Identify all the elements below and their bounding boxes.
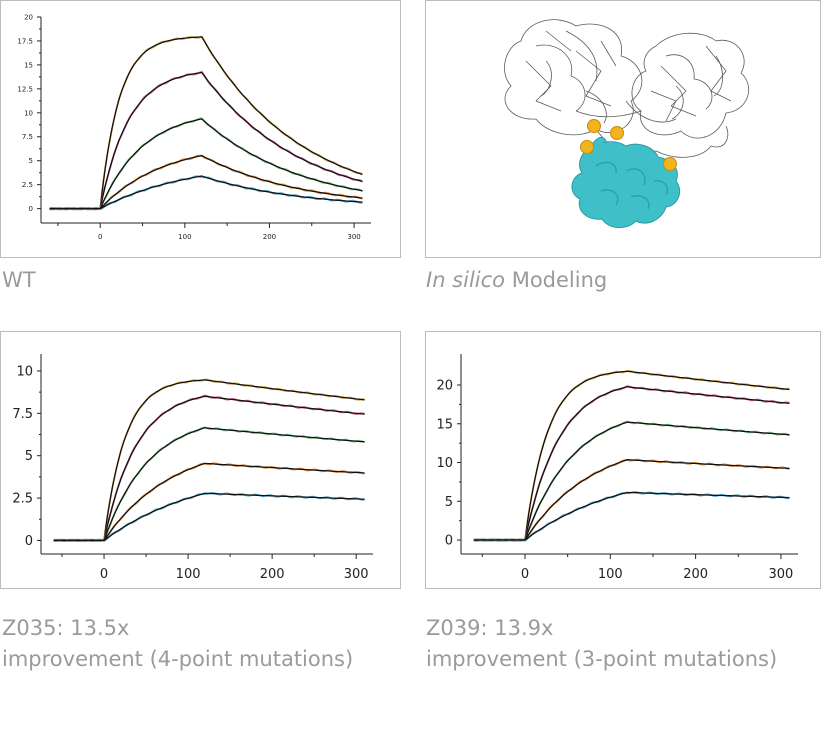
x-tick-label: 200 [260,567,285,582]
fit-series-line [49,154,363,210]
raw-data-series-line [53,426,365,543]
x-tick-label: 0 [100,567,108,582]
z039-chart-panel: 0 5 10 15 20 0 100 200 300 [425,331,821,589]
fit-series-line [53,462,365,542]
z039-caption: Z039: 13.9x improvement (3-point mutatio… [426,613,777,675]
fit-series-line [49,71,363,210]
fit-series-line [53,427,365,542]
y-tick-label: 0 [445,534,453,549]
raw-data-series-line [49,175,363,211]
wt-caption: WT [2,268,36,292]
y-tick-label: 10 [16,364,33,379]
z039-caption-line2: improvement (3-point mutations) [426,647,778,671]
x-tick-label: 200 [263,233,276,241]
modeling-caption-italic: In silico [426,268,506,292]
y-tick-label: 20 [24,13,33,21]
y-tick-label: 2.5 [22,181,33,189]
y-tick-label: 7.5 [12,407,33,422]
y-tick-label: 0 [29,205,33,213]
raw-data-series-line [53,378,365,543]
modeling-panel [425,0,821,258]
raw-data-series-line [473,491,790,542]
mutation-site-marker [580,140,594,154]
y-tick-label: 0 [25,534,33,549]
z039-caption-line1: Z039: 13.9x [426,616,554,640]
raw-data-series-line [53,462,365,543]
x-tick-label: 100 [598,567,623,582]
mutation-site-marker [663,157,677,171]
fit-series-line [49,175,363,210]
antibody-ribbon [504,19,750,158]
y-tick-label: 12.5 [17,85,33,93]
x-tick-label: 0 [98,233,102,241]
mutation-site-marker [610,126,624,140]
x-tick-label: 300 [769,567,794,582]
fit-series-line [473,386,790,541]
raw-data-series-line [49,70,363,211]
raw-data-series-line [473,369,790,542]
fit-series-line [473,459,790,541]
x-tick-label: 300 [344,567,369,582]
raw-data-series-line [49,154,363,211]
protein-structure-illustration [504,19,750,228]
fit-series-line [473,421,790,541]
raw-data-series-line [473,458,790,542]
y-tick-label: 20 [436,379,453,394]
fit-series-line [53,492,365,542]
fit-series-line [53,395,365,542]
raw-data-series-line [53,492,365,543]
modeling-caption: In silico Modeling [426,265,607,296]
x-tick-label: 300 [347,233,360,241]
y-tick-label: 10 [436,456,453,471]
z035-caption-line1: Z035: 13.5x [2,616,130,640]
z035-caption: Z035: 13.5x improvement (4-point mutatio… [2,613,353,675]
mutation-site-markers [580,119,677,171]
raw-data-series-line [473,385,790,542]
y-tick-label: 15 [24,61,33,69]
fit-series-line [49,118,363,210]
y-tick-label: 5 [29,157,33,165]
x-tick-label: 0 [521,567,529,582]
y-tick-label: 15 [436,417,453,432]
fit-series-line [473,491,790,541]
y-tick-label: 2.5 [12,492,33,507]
raw-data-series-line [473,420,790,542]
modeling-caption-rest: Modeling [505,268,608,292]
z035-caption-line2: improvement (4-point mutations) [2,647,354,671]
x-tick-label: 200 [683,567,708,582]
x-tick-label: 100 [176,567,201,582]
z035-chart-panel: 0 2.5 5 7.5 10 0 100 200 300 [0,331,401,589]
fit-series-line [49,36,363,210]
fit-series-line [53,379,365,542]
y-tick-label: 7.5 [22,133,33,141]
y-tick-label: 5 [25,449,33,464]
antigen-surface [571,136,681,228]
y-tick-label: 10 [24,109,33,117]
raw-data-series-line [53,394,365,543]
fit-series-line [473,370,790,541]
y-tick-label: 17.5 [17,37,33,45]
y-tick-label: 5 [445,495,453,510]
x-tick-label: 100 [178,233,191,241]
mutation-site-marker [587,119,601,133]
wt-chart-panel: 0 2.5 5 7.5 10 12.5 15 17.5 20 0 100 200 300 [0,0,401,258]
